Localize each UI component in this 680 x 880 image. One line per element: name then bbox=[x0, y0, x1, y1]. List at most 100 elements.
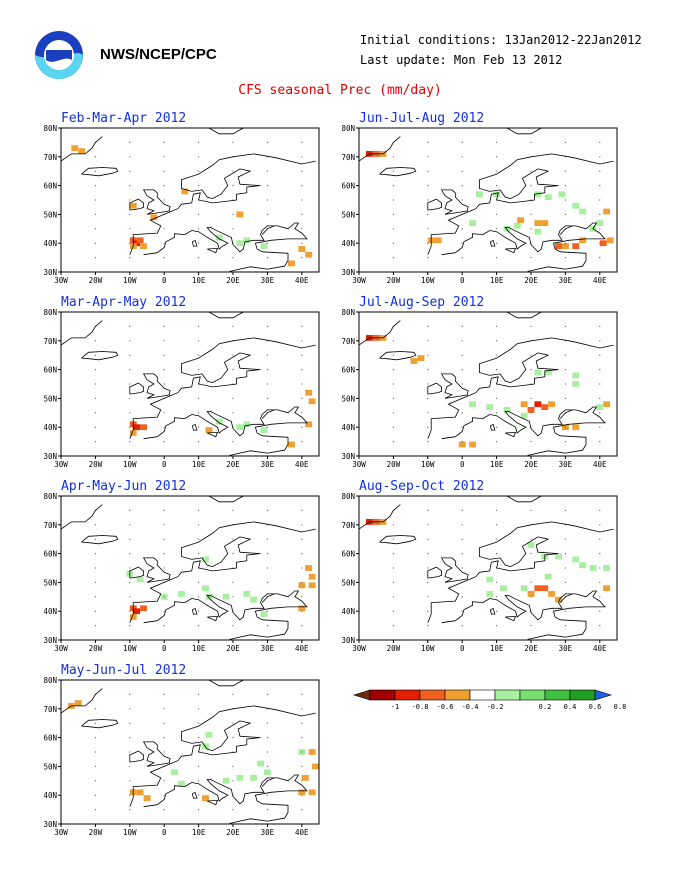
anomaly-cell bbox=[129, 789, 137, 796]
coastline bbox=[129, 521, 316, 623]
grid-dot bbox=[198, 625, 200, 627]
colorbar-segment bbox=[369, 689, 396, 701]
grid-dot bbox=[530, 625, 532, 627]
anomaly-cell bbox=[305, 389, 313, 396]
grid-dot bbox=[461, 257, 463, 259]
grid-dot bbox=[461, 213, 463, 215]
grid-dot bbox=[564, 156, 567, 158]
grid-dot bbox=[301, 213, 303, 215]
anomaly-cell bbox=[596, 220, 604, 226]
grid-dot bbox=[599, 553, 601, 555]
grid-dot bbox=[392, 199, 394, 201]
coastline bbox=[427, 566, 443, 579]
anomaly-cell bbox=[140, 605, 147, 612]
anomaly-cell bbox=[298, 749, 306, 755]
anomaly-cell bbox=[308, 573, 316, 580]
grid-dot bbox=[232, 340, 234, 342]
grid-dot bbox=[496, 625, 498, 627]
grid-dot bbox=[301, 412, 303, 414]
grid-dot bbox=[266, 369, 268, 371]
x-tick-label: 20E bbox=[226, 644, 240, 653]
anomaly-cell bbox=[548, 401, 556, 408]
anomaly-cell bbox=[257, 760, 264, 767]
grid-dot bbox=[301, 765, 303, 768]
grid-dot bbox=[461, 509, 463, 511]
grid-dot bbox=[163, 722, 165, 724]
grid-dot bbox=[163, 567, 165, 569]
anomaly-cell bbox=[136, 789, 144, 796]
y-tick-label: 60N bbox=[43, 734, 57, 743]
grid-dot bbox=[163, 693, 165, 696]
grid-dot bbox=[301, 383, 303, 385]
anomaly-cell bbox=[243, 421, 251, 428]
grid-dot bbox=[392, 610, 394, 612]
grid-dot bbox=[392, 242, 394, 244]
grid-dot bbox=[427, 369, 429, 371]
anomaly-cell bbox=[603, 208, 611, 215]
y-tick-label: 80N bbox=[43, 124, 57, 133]
grid-dot bbox=[564, 369, 567, 371]
grid-dot bbox=[198, 596, 200, 598]
grid-dot bbox=[530, 325, 532, 327]
anomaly-cell bbox=[572, 202, 580, 209]
colorbar-segment bbox=[394, 689, 421, 701]
grid-dot bbox=[496, 553, 498, 555]
anomaly-cell bbox=[555, 553, 562, 560]
grid-dot bbox=[129, 369, 131, 371]
grid-dot bbox=[129, 354, 131, 356]
coastline bbox=[143, 590, 308, 640]
grid-dot bbox=[198, 340, 200, 342]
grid-dot bbox=[266, 737, 268, 739]
colorbar-label: 0.8 bbox=[614, 703, 627, 711]
anomaly-cell bbox=[469, 441, 476, 448]
anomaly-cell bbox=[548, 591, 556, 597]
grid-dot bbox=[266, 325, 268, 327]
anomaly-cell bbox=[308, 749, 316, 755]
coastline bbox=[441, 222, 606, 272]
grid-dot bbox=[427, 242, 429, 244]
map-frame bbox=[60, 127, 320, 273]
grid-dot bbox=[301, 809, 303, 811]
anomaly-cell bbox=[236, 240, 244, 247]
grid-dot bbox=[232, 794, 234, 796]
grid-dot bbox=[266, 581, 268, 584]
grid-dot bbox=[129, 325, 131, 327]
grid-dot bbox=[163, 751, 165, 753]
grid-dot bbox=[392, 213, 394, 215]
grid-dot bbox=[564, 553, 567, 555]
grid-dot bbox=[232, 509, 234, 511]
grid-dot bbox=[232, 751, 234, 753]
grid-dot bbox=[392, 185, 394, 187]
grid-dot bbox=[232, 383, 234, 385]
grid-dot bbox=[461, 553, 463, 555]
grid-dot bbox=[163, 441, 165, 443]
grid-dot bbox=[530, 354, 532, 356]
grid-dot bbox=[266, 596, 268, 598]
grid-dot bbox=[564, 242, 567, 244]
coastline bbox=[358, 504, 401, 530]
anomaly-cell bbox=[312, 763, 319, 770]
x-tick-label: 10E bbox=[192, 460, 206, 469]
grid-dot bbox=[266, 524, 268, 526]
grid-dot bbox=[427, 141, 429, 143]
grid-dot bbox=[301, 538, 303, 540]
grid-dot bbox=[129, 553, 131, 555]
grid-dot bbox=[427, 625, 429, 627]
grid-dot bbox=[461, 199, 463, 201]
grid-dot bbox=[564, 213, 567, 215]
anomaly-cell bbox=[71, 145, 79, 152]
grid-dot bbox=[427, 228, 429, 230]
grid-dot bbox=[301, 242, 303, 244]
anomaly-cell bbox=[140, 424, 147, 431]
anomaly-cell bbox=[503, 225, 511, 232]
grid-dot bbox=[129, 397, 131, 399]
grid-dot bbox=[232, 693, 234, 696]
anomaly-cell bbox=[417, 355, 425, 361]
x-tick-label: 20W bbox=[89, 460, 103, 469]
grid-dot bbox=[163, 780, 165, 782]
y-tick-label: 70N bbox=[43, 521, 57, 530]
x-tick-label: 10E bbox=[490, 276, 504, 285]
x-tick-label: 30E bbox=[261, 460, 275, 469]
grid-dot bbox=[599, 412, 601, 414]
grid-dot bbox=[163, 765, 165, 768]
